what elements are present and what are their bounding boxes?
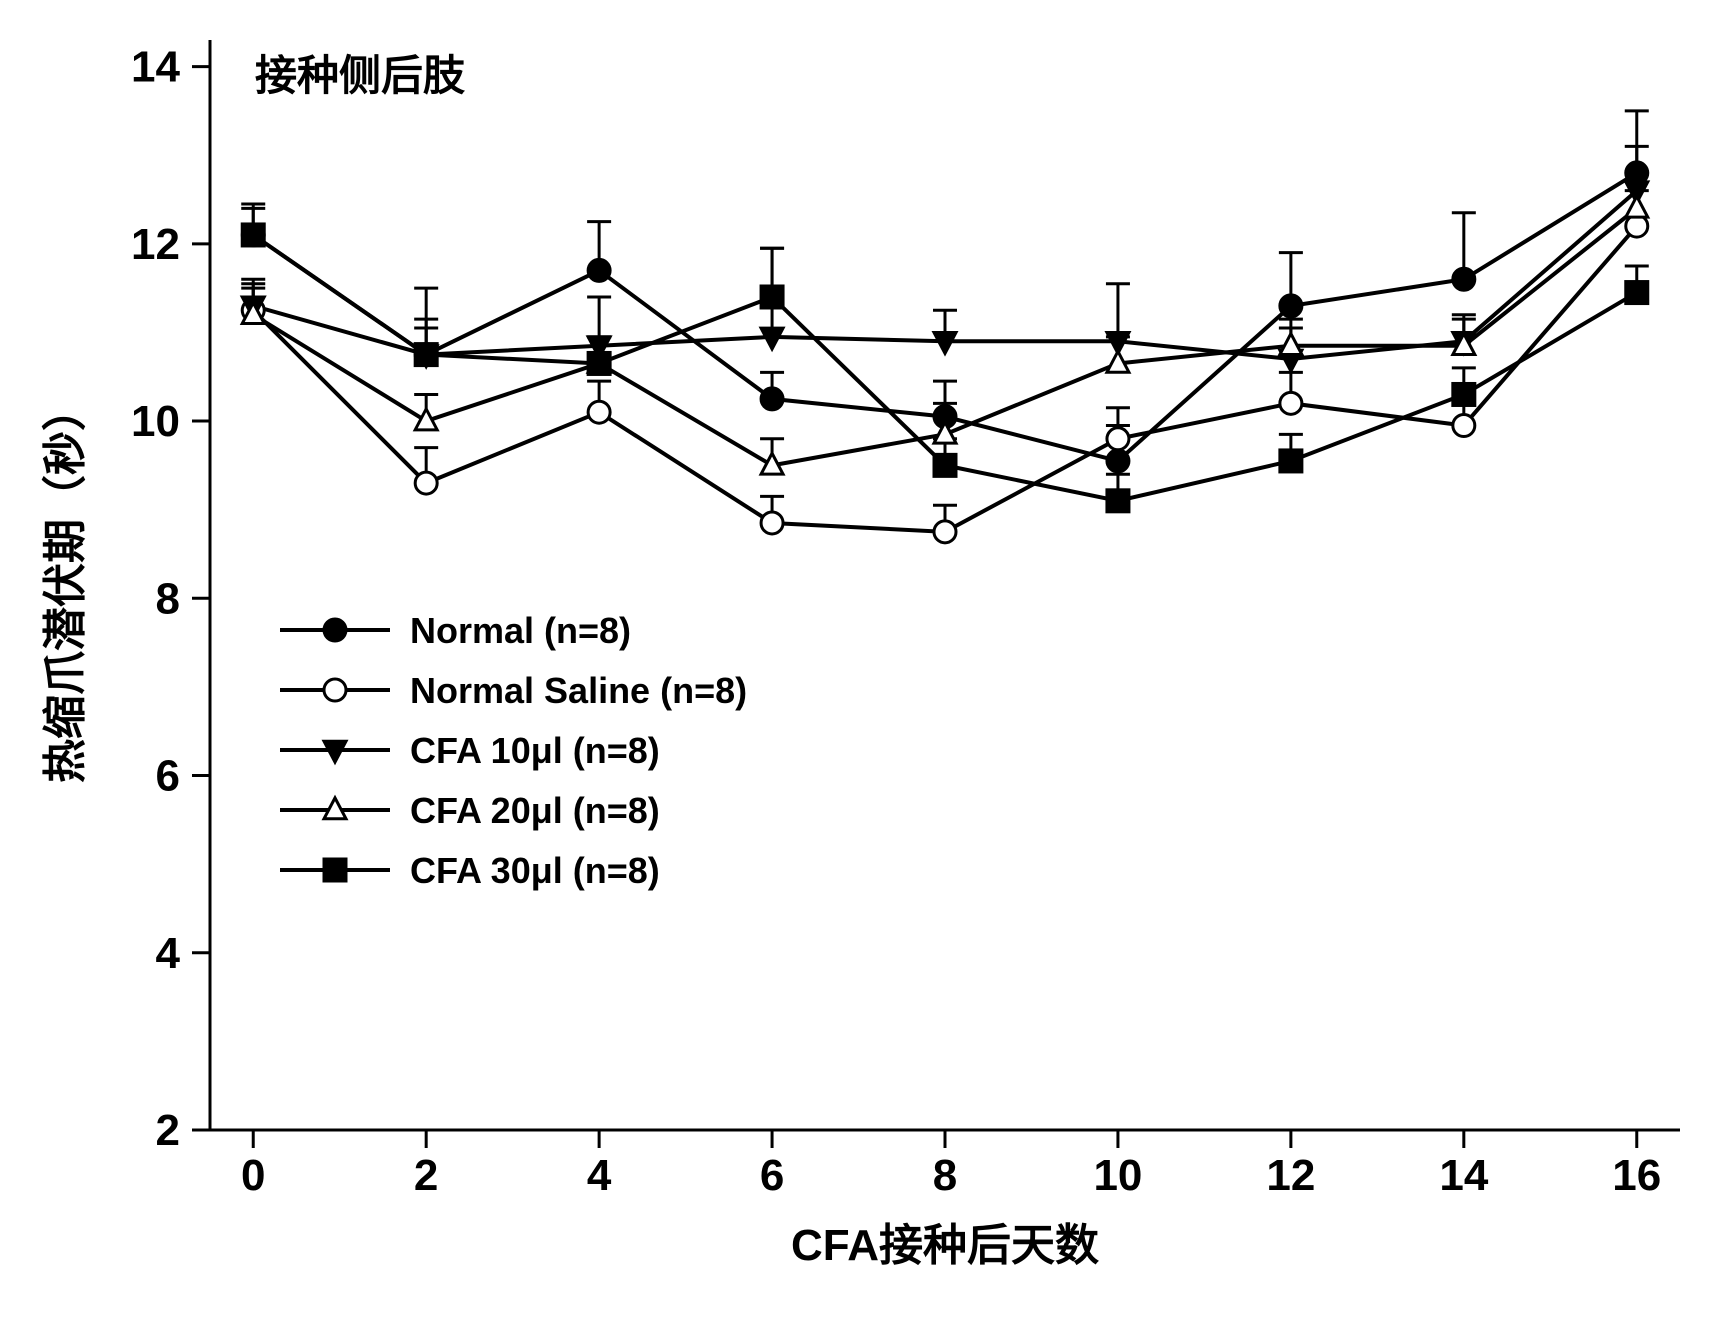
series-group [241, 111, 1649, 543]
svg-text:2: 2 [414, 1151, 438, 1200]
legend: Normal (n=8) Normal Saline (n=8) CFA 10μl … [280, 610, 747, 891]
legend-item-label: Normal (n=8) [410, 610, 631, 651]
svg-text:8: 8 [156, 574, 180, 623]
svg-text:0: 0 [241, 1151, 265, 1200]
chart-container: 2 4 6 8 10 12 14 0 2 4 6 8 10 12 14 16 CFA接种后天数 热缩爪潜伏期（秒）… [0, 0, 1736, 1322]
legend-item-label: CFA 10μl (n=8) [410, 730, 660, 771]
x-axis-label: CFA接种后天数 [791, 1221, 1099, 1270]
series-line [253, 226, 1637, 532]
svg-text:12: 12 [1266, 1151, 1315, 1200]
legend-item-label: CFA 20μl (n=8) [410, 790, 660, 831]
svg-text:12: 12 [131, 220, 180, 269]
svg-text:14: 14 [131, 43, 180, 92]
svg-text:6: 6 [760, 1151, 784, 1200]
svg-text:14: 14 [1439, 1151, 1488, 1200]
svg-text:10: 10 [1093, 1151, 1142, 1200]
svg-text:4: 4 [587, 1151, 612, 1200]
svg-text:6: 6 [156, 752, 180, 801]
legend-item-label: CFA 30μl (n=8) [410, 850, 660, 891]
line-chart: 2 4 6 8 10 12 14 0 2 4 6 8 10 12 14 16 CFA接种后天数 热缩爪潜伏期（秒）… [0, 0, 1736, 1322]
svg-text:4: 4 [156, 929, 181, 978]
legend-item-label: Normal Saline (n=8) [410, 670, 747, 711]
chart-title: 接种侧后肢 [255, 52, 466, 99]
svg-text:16: 16 [1612, 1151, 1661, 1200]
y-axis-label: 热缩爪潜伏期（秒） [41, 387, 90, 783]
svg-text:8: 8 [933, 1151, 957, 1200]
svg-text:10: 10 [131, 397, 180, 446]
svg-text:2: 2 [156, 1106, 180, 1155]
